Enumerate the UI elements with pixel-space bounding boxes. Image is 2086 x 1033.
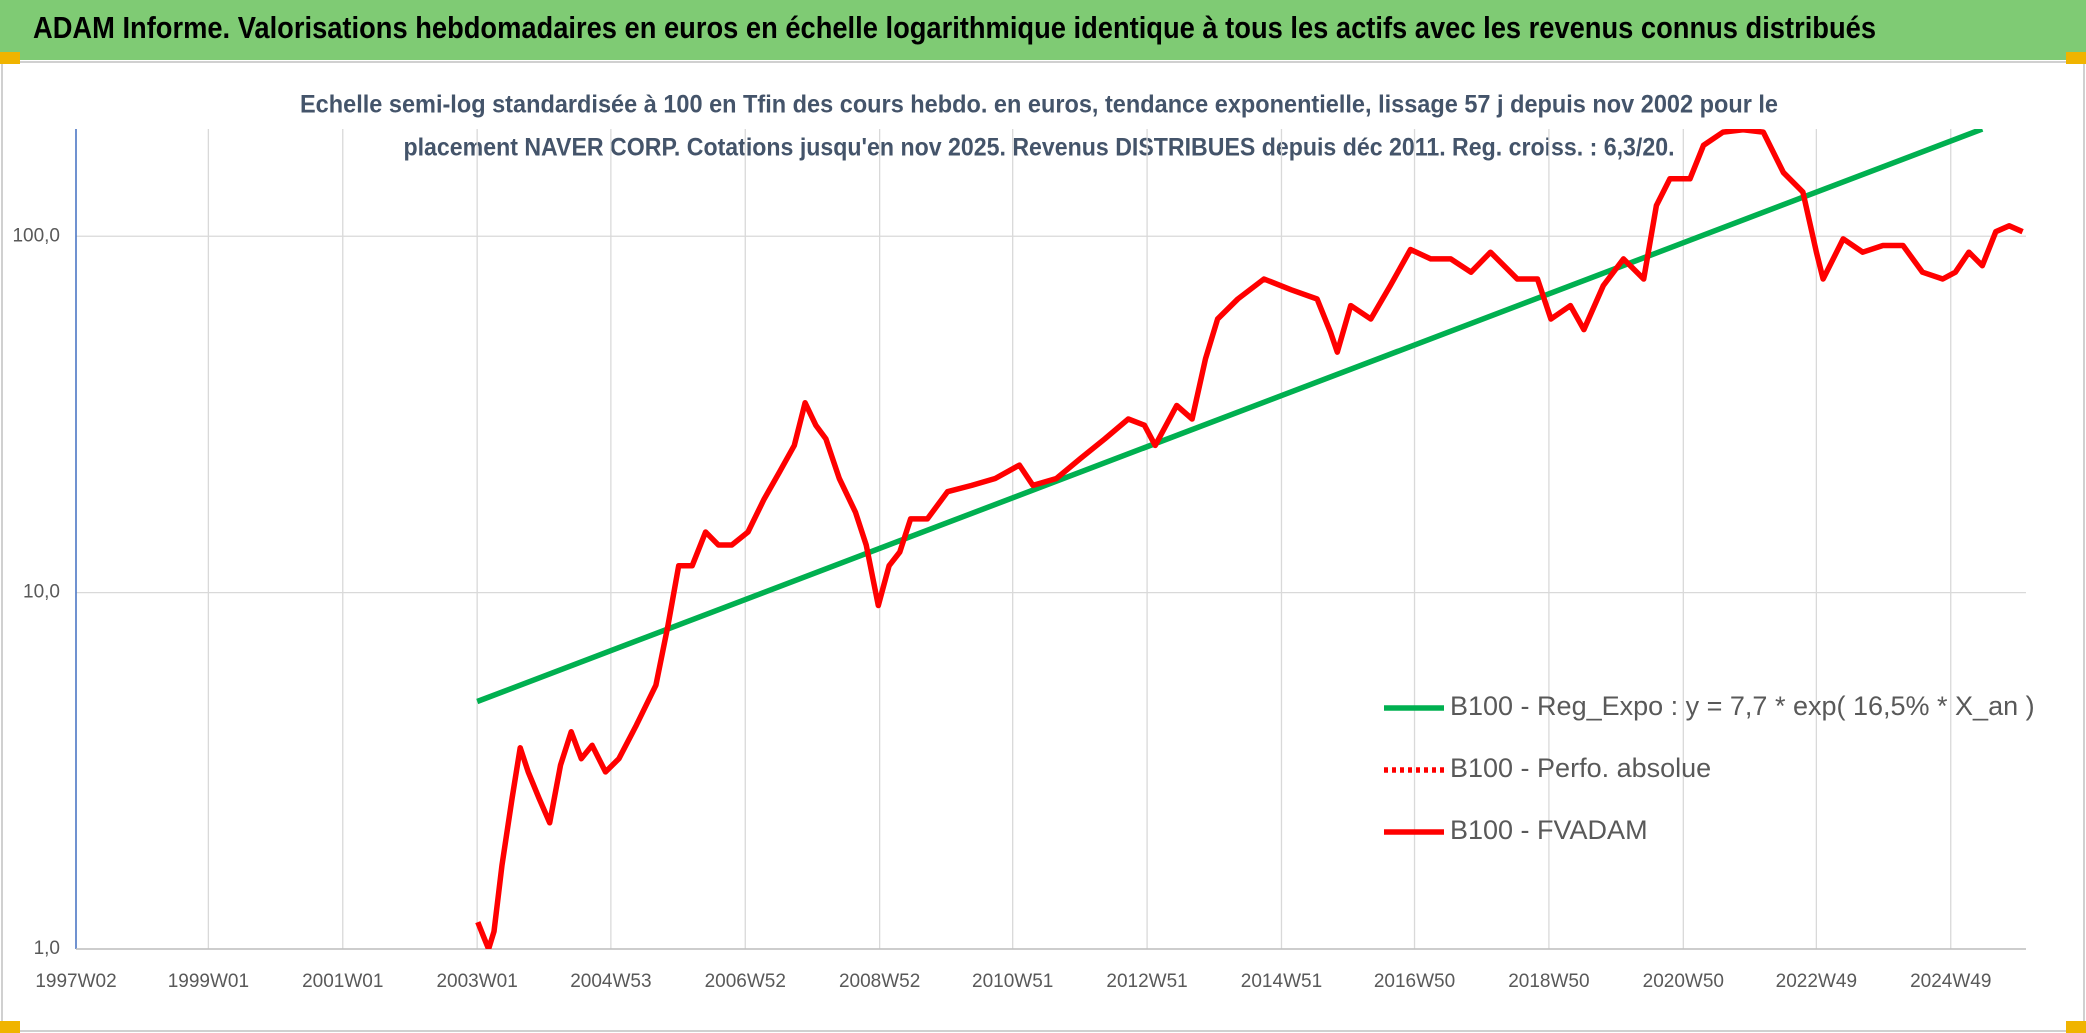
x-tick-label: 2016W50 <box>1374 971 1455 992</box>
series-line <box>475 129 2024 949</box>
y-tick-label: 100,0 <box>12 225 60 246</box>
corner-marker <box>0 52 20 64</box>
corner-marker <box>0 1021 20 1033</box>
title-bar <box>0 0 2086 60</box>
x-tick-label: 2008W52 <box>839 971 920 992</box>
x-tick-label: 2020W50 <box>1643 971 1724 992</box>
page-title: ADAM Informe. Valorisations hebdomadaire… <box>33 10 1876 45</box>
corner-marker <box>2066 52 2086 64</box>
x-tick-label: 1997W02 <box>35 971 116 992</box>
x-tick-label: 2014W51 <box>1241 971 1322 992</box>
x-tick-label: 2010W51 <box>972 971 1053 992</box>
x-tick-label: 2012W51 <box>1106 971 1187 992</box>
x-tick-label: 2001W01 <box>302 971 383 992</box>
legend-label: B100 - Perfo. absolue <box>1450 753 1711 783</box>
x-tick-label: 2003W01 <box>436 971 517 992</box>
x-tick-label: 2022W49 <box>1776 971 1857 992</box>
x-tick-label: 2004W53 <box>570 971 651 992</box>
x-tick-label: 2006W52 <box>705 971 786 992</box>
y-tick-label: 10,0 <box>23 582 60 603</box>
x-tick-label: 2018W50 <box>1508 971 1589 992</box>
legend-label: B100 - Reg_Expo : y = 7,7 * exp( 16,5% *… <box>1450 691 2035 721</box>
y-tick-label: 1,0 <box>34 938 60 959</box>
corner-marker <box>2066 1021 2086 1033</box>
series-line <box>476 129 1984 705</box>
chart-subtitle: Echelle semi-log standardisée à 100 en T… <box>300 91 1778 119</box>
chart-subtitle: placement NAVER CORP. Cotations jusqu'en… <box>404 134 1675 162</box>
legend-label: B100 - FVADAM <box>1450 815 1648 845</box>
frame <box>1 61 2085 1032</box>
x-tick-label: 2024W49 <box>1910 971 1991 992</box>
x-tick-label: 1999W01 <box>168 971 249 992</box>
